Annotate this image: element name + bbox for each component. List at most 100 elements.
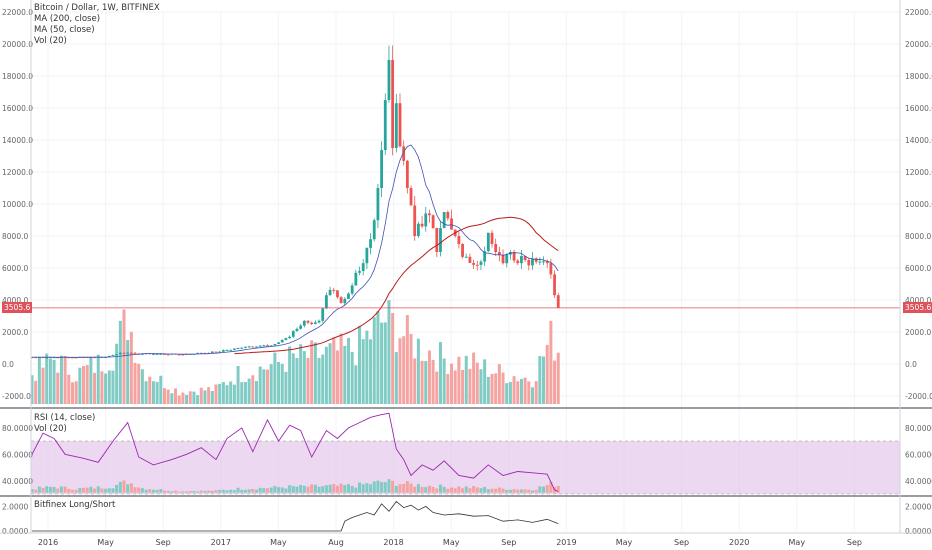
volume-bar [464,355,468,404]
price-tick-left: 16000.0 [2,104,33,113]
legend-ma200[interactable]: MA (200, close) [34,14,101,24]
rsi-volume-bar [52,486,56,493]
candle-body [266,345,269,347]
candle [166,354,170,356]
candle-body [177,354,181,356]
rsi-volume-bar [405,481,409,493]
rsi-volume-bar [464,486,468,493]
volume-bar [497,364,501,404]
legend-symbol[interactable]: Bitcoin / Dollar, 1W, BITFINEX [34,3,160,13]
candle [483,246,487,266]
candle [244,346,247,349]
candle-body [402,146,406,161]
rsi-volume-bar [48,486,52,493]
rsi-volume-bar [277,487,281,493]
candle-body [133,352,137,354]
volume-bar [218,383,222,404]
rsi-volume-bar [420,487,424,493]
legend-long-short[interactable]: Bitfinex Long/Short [34,500,116,510]
candle-body [30,357,34,359]
rsi-volume-bar [118,481,122,493]
candle-body [520,255,523,264]
volume-bar [170,393,174,404]
candle-body [446,212,450,219]
pane-separators[interactable] [0,0,932,534]
candle [527,258,531,271]
volume-bar [530,387,534,404]
volume-bar [214,384,218,404]
rsi-volume-bar [376,480,380,493]
rsi-volume-bar [490,488,494,493]
candle [284,337,288,341]
rsi-volume-bar [225,490,229,493]
rsi-volume-bar [424,487,428,493]
candle-body [118,352,122,355]
candle-body [159,353,163,355]
legend-rsi-volume[interactable]: Vol (20) [34,424,67,434]
volume-bar [159,375,163,404]
volume-bar [89,357,93,404]
volume-bar [126,340,130,404]
legend-rsi[interactable]: RSI (14, close) [34,413,96,423]
rsi-volume-bar [350,485,354,493]
volume-bar [115,343,119,404]
rsi-volume-bar [122,480,126,493]
rsi-volume-bar [56,488,60,493]
rsi-volume-bar [387,479,391,493]
legend-ma50[interactable]: MA (50, close) [34,25,95,35]
rsi-volume-bar [96,486,100,493]
price-tick-right: 8000.0 [905,232,931,241]
volume-bar [288,346,292,404]
volume-bar [70,382,74,404]
candle-body [221,350,225,352]
candle [531,252,534,270]
candle-body [339,297,343,304]
candle [129,352,133,354]
time-tick: 2019 [556,538,576,547]
rsi-volume-bar [210,490,214,493]
volume-bar [63,356,67,404]
volume-bar [96,354,100,404]
candle [306,320,310,325]
rsi-volume-bar [111,488,115,493]
candle-body [181,354,185,356]
volume-bar [402,336,406,404]
rsi-volume-bar [332,484,336,493]
rsi-volume-bar [89,486,93,493]
candlestick-series[interactable] [30,45,560,359]
rsi-legend: RSI (14, close) Vol (20) [34,413,95,435]
rsi-volume-bar [516,489,520,493]
volume-bar [534,381,538,404]
rsi-volume-bar [475,487,479,493]
volume-bar [148,376,152,404]
candle [240,346,244,349]
volume-bar [122,309,126,404]
volume-bar [210,390,214,404]
rsi-volume-bar [137,487,141,493]
candle [405,159,409,194]
rsi-tick-right: 80.0000 [905,424,932,433]
volume-bar [413,358,417,404]
candle-body [442,212,446,229]
candle-body [214,351,218,353]
legend-volume[interactable]: Vol (20) [34,36,67,46]
rsi-volume-bar [310,484,314,493]
volume-bar [442,358,446,404]
candle-body [273,344,277,346]
candle-body [505,254,509,264]
candle-body [280,339,284,343]
candle-body [321,308,325,321]
volume-bar [74,381,78,404]
rsi-volume-bar [41,487,45,493]
price-tick-right: 4000.0 [905,296,931,305]
rsi-volume-bar [530,490,534,493]
rsi-volume-bar [144,489,148,493]
candle-body [553,274,556,296]
volume-bar [354,365,358,404]
rsi-volume-bar [207,490,211,493]
volume-bar [324,346,328,404]
candle-body [424,213,428,227]
candle-body [317,320,321,323]
volume-bar [251,375,255,404]
